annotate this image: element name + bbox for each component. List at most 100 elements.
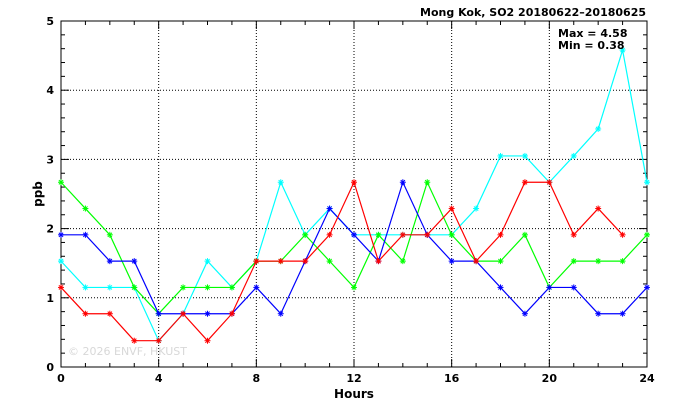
data-point [595,258,602,265]
data-point [521,179,528,186]
y-axis-title: ppb [31,181,45,207]
data-point [131,258,138,265]
data-point [497,152,504,159]
data-point [619,258,626,265]
data-point [180,310,187,317]
watermark: © 2026 ENVF, HKUST [68,345,187,358]
data-point [204,310,211,317]
data-point [204,284,211,291]
data-point [351,284,357,291]
data-point [131,284,138,291]
data-point [521,231,528,238]
x-tick-label: 0 [57,372,65,385]
data-point [399,258,406,265]
data-point [448,258,455,265]
series-line [60,180,624,342]
data-point [497,284,504,291]
data-point [277,179,284,186]
data-point [106,310,113,317]
data-point [155,310,162,317]
data-point [326,231,333,238]
y-tick-label: 0 [46,361,54,374]
data-point [497,231,504,238]
data-point [375,231,382,238]
data-point [473,205,480,212]
data-point [644,179,650,186]
data-point [253,284,260,291]
data-point [180,284,187,291]
data-point [106,258,113,265]
data-point [399,231,406,238]
data-point [302,231,309,238]
data-point [424,231,431,238]
grid [61,21,647,367]
data-point [619,231,626,238]
data-point [644,284,650,291]
x-tick-label: 8 [253,372,261,385]
data-point [399,179,406,186]
data-point [448,231,455,238]
data-point [570,152,577,159]
data-point [277,258,284,265]
data-point [58,258,64,265]
data-point [204,258,211,265]
data-point [58,179,64,186]
series-2 [58,179,650,317]
x-axis-title: Hours [334,387,374,401]
data-point [570,231,577,238]
data-point [106,231,113,238]
data-point [644,231,650,238]
y-tick-label: 3 [46,153,54,166]
data-point [253,258,260,265]
data-point [375,258,382,265]
data-point [351,231,357,238]
data-point [302,258,309,265]
y-tick-label: 1 [46,292,54,305]
series-3 [58,179,626,344]
data-point [570,258,577,265]
data-point [155,337,162,344]
data-point [619,47,626,54]
data-point [228,310,235,317]
data-point [595,125,602,132]
data-point [82,310,89,317]
data-point [546,284,553,291]
y-tick-label: 2 [46,223,54,236]
data-point [351,179,357,186]
x-tick-label: 24 [639,372,655,385]
data-point [521,152,528,159]
data-point [82,205,89,212]
series-1 [58,179,650,317]
data-point [473,258,480,265]
chart-title: Mong Kok, SO2 20180622–20180625 [420,6,646,19]
data-point [277,310,284,317]
data-point [228,284,235,291]
max-annotation: Max = 4.58 [558,27,627,40]
data-point [424,179,431,186]
data-point [326,205,333,212]
data-point [58,231,64,238]
data-point [570,284,577,291]
x-tick-label: 16 [444,372,460,385]
data-point [497,258,504,265]
data-point [82,284,89,291]
data-point [106,284,113,291]
data-point [619,310,626,317]
data-point [595,310,602,317]
data-point [595,205,602,212]
y-tick-label: 4 [46,84,54,97]
y-tick-label: 5 [46,15,54,28]
data-point [82,231,89,238]
data-point [204,337,211,344]
x-tick-label: 12 [346,372,361,385]
data-point [58,284,64,291]
data-point [521,310,528,317]
series-lines [58,47,650,344]
x-tick-label: 20 [542,372,558,385]
x-tick-label: 4 [155,372,163,385]
min-annotation: Min = 0.38 [558,39,625,52]
data-point [546,179,553,186]
data-point [131,337,138,344]
